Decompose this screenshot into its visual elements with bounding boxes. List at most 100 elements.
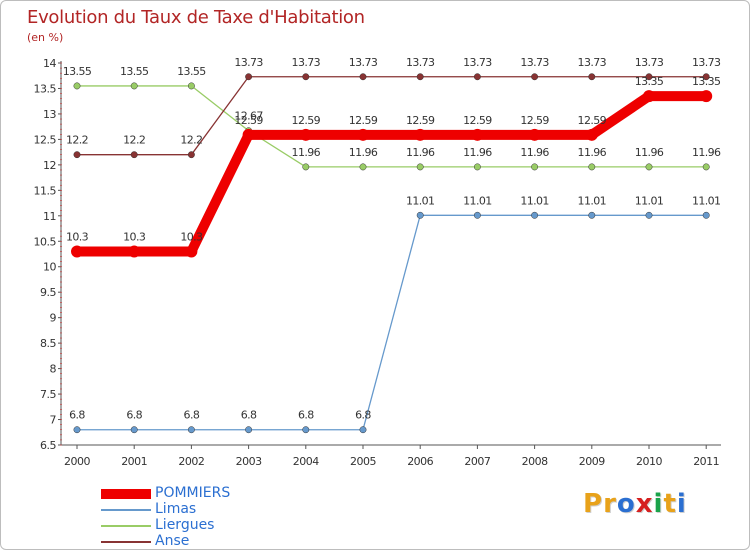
legend-swatch-anse bbox=[101, 541, 151, 543]
data-point-anse bbox=[359, 73, 367, 81]
x-tick-label: 2005 bbox=[350, 455, 376, 468]
data-point-liergues bbox=[73, 82, 81, 90]
data-point-pommiers bbox=[700, 90, 713, 103]
legend-label-limas: Limas bbox=[155, 501, 197, 517]
data-label-limas: 11.01 bbox=[463, 194, 492, 207]
data-point-limas bbox=[359, 426, 367, 434]
series-line-limas bbox=[76, 214, 707, 431]
data-point-anse bbox=[187, 151, 195, 159]
legend-swatch-pommiers bbox=[101, 489, 151, 499]
data-point-pommiers bbox=[643, 90, 655, 103]
x-tick-label: 2010 bbox=[636, 455, 662, 468]
x-tick-label: 2011 bbox=[693, 455, 719, 468]
data-point-anse bbox=[302, 73, 310, 81]
data-point-pommiers bbox=[242, 128, 255, 141]
legend-swatch-limas bbox=[101, 509, 151, 511]
data-label-anse: 13.73 bbox=[234, 56, 263, 69]
data-point-liergues bbox=[302, 163, 310, 171]
data-label-pommiers: 12.59 bbox=[349, 114, 378, 127]
data-label-limas: 11.01 bbox=[578, 194, 607, 207]
data-label-liergues: 11.96 bbox=[292, 146, 321, 159]
brand-logo: Proxiti bbox=[583, 489, 687, 519]
x-tick-label: 2008 bbox=[522, 455, 548, 468]
y-tick-label: 9.5 bbox=[40, 286, 56, 299]
data-label-pommiers: 12.59 bbox=[463, 114, 492, 127]
data-point-anse bbox=[73, 151, 81, 159]
data-label-pommiers: 10.3 bbox=[66, 230, 89, 243]
data-label-limas: 6.8 bbox=[241, 409, 257, 422]
series-line-pommiers bbox=[72, 91, 712, 257]
data-point-anse bbox=[645, 73, 653, 81]
data-label-anse: 12.2 bbox=[180, 134, 202, 147]
data-label-pommiers: 13.35 bbox=[635, 75, 664, 88]
data-label-limas: 6.8 bbox=[184, 409, 200, 422]
y-tick-label: 11.5 bbox=[34, 184, 57, 197]
brand-letter: i bbox=[676, 489, 687, 519]
data-label-anse: 13.73 bbox=[578, 56, 607, 69]
data-point-limas bbox=[302, 426, 310, 434]
x-tick-label: 2004 bbox=[293, 455, 319, 468]
legend-label-liergues: Liergues bbox=[155, 517, 215, 533]
data-point-anse bbox=[130, 151, 138, 159]
y-tick-label: 13 bbox=[43, 108, 56, 121]
data-point-pommiers bbox=[528, 128, 541, 141]
data-label-liergues: 11.96 bbox=[578, 146, 607, 159]
y-tick-label: 12.5 bbox=[34, 133, 57, 146]
data-label-anse: 13.73 bbox=[349, 56, 378, 69]
y-tick-label: 10 bbox=[43, 261, 56, 274]
data-label-limas: 6.8 bbox=[126, 409, 142, 422]
y-tick-label: 6.5 bbox=[40, 439, 56, 452]
data-point-liergues bbox=[588, 163, 596, 171]
data-label-limas: 6.8 bbox=[298, 409, 314, 422]
data-point-liergues bbox=[531, 163, 539, 171]
data-label-liergues: 11.96 bbox=[520, 146, 549, 159]
data-label-liergues: 13.55 bbox=[63, 65, 92, 78]
data-point-liergues bbox=[702, 163, 710, 171]
data-label-pommiers: 12.59 bbox=[520, 114, 549, 127]
data-label-limas: 6.8 bbox=[69, 409, 85, 422]
x-tick-label: 2003 bbox=[236, 455, 262, 468]
data-label-liergues: 13.55 bbox=[177, 65, 206, 78]
data-point-pommiers bbox=[128, 245, 141, 258]
data-label-anse: 13.73 bbox=[406, 56, 435, 69]
series-line-anse bbox=[76, 76, 707, 156]
y-tick-label: 8.5 bbox=[40, 337, 56, 350]
data-label-liergues: 11.96 bbox=[635, 146, 664, 159]
data-label-liergues: 11.96 bbox=[463, 146, 492, 159]
data-point-anse bbox=[702, 73, 710, 81]
data-label-limas: 11.01 bbox=[635, 194, 664, 207]
data-point-liergues bbox=[187, 82, 195, 90]
data-point-pommiers bbox=[357, 128, 369, 141]
data-point-limas bbox=[473, 211, 481, 219]
data-label-pommiers: 10.3 bbox=[123, 230, 146, 243]
data-point-pommiers bbox=[471, 128, 484, 141]
y-tick-label: 7.5 bbox=[40, 388, 56, 401]
data-label-liergues: 11.96 bbox=[406, 146, 435, 159]
data-label-anse: 13.73 bbox=[463, 56, 492, 69]
data-point-pommiers bbox=[185, 245, 198, 258]
data-label-anse: 13.73 bbox=[635, 56, 664, 69]
data-label-limas: 11.01 bbox=[406, 194, 435, 207]
x-tick-label: 2009 bbox=[579, 455, 605, 468]
data-point-liergues bbox=[645, 163, 653, 171]
data-point-liergues bbox=[416, 163, 424, 171]
data-label-anse: 13.73 bbox=[292, 56, 321, 69]
data-label-pommiers: 12.59 bbox=[406, 114, 435, 127]
data-point-anse bbox=[531, 73, 539, 81]
y-tick-label: 11 bbox=[43, 210, 56, 223]
y-tick-label: 13.5 bbox=[34, 82, 57, 95]
chart-title: Evolution du Taux de Taxe d'Habitation bbox=[27, 7, 365, 28]
data-label-liergues: 11.96 bbox=[692, 146, 721, 159]
data-label-pommiers: 12.59 bbox=[234, 114, 263, 127]
data-point-liergues bbox=[359, 163, 367, 171]
chart-unit-label: (en %) bbox=[27, 31, 64, 44]
series-line-liergues bbox=[76, 85, 707, 168]
data-label-pommiers: 12.59 bbox=[292, 114, 321, 127]
brand-letter: P bbox=[583, 489, 604, 519]
brand-letter: x bbox=[635, 489, 654, 519]
legend-label-pommiers: POMMIERS bbox=[155, 485, 231, 501]
data-point-limas bbox=[187, 426, 195, 434]
legend-label-anse: Anse bbox=[155, 533, 190, 549]
